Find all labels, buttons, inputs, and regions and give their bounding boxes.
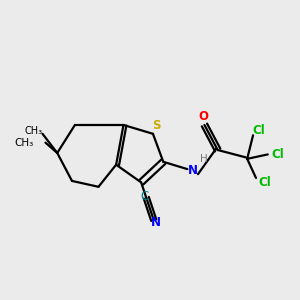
Text: Cl: Cl xyxy=(259,176,271,189)
Text: CH₃: CH₃ xyxy=(14,138,34,148)
Text: S: S xyxy=(152,119,160,132)
Text: O: O xyxy=(198,110,208,123)
Text: Cl: Cl xyxy=(272,148,284,161)
Text: C: C xyxy=(141,190,149,203)
Text: N: N xyxy=(151,216,161,229)
Text: Cl: Cl xyxy=(253,124,265,137)
Text: H: H xyxy=(200,154,208,164)
Text: N: N xyxy=(188,164,198,177)
Text: CH₃: CH₃ xyxy=(25,126,43,136)
